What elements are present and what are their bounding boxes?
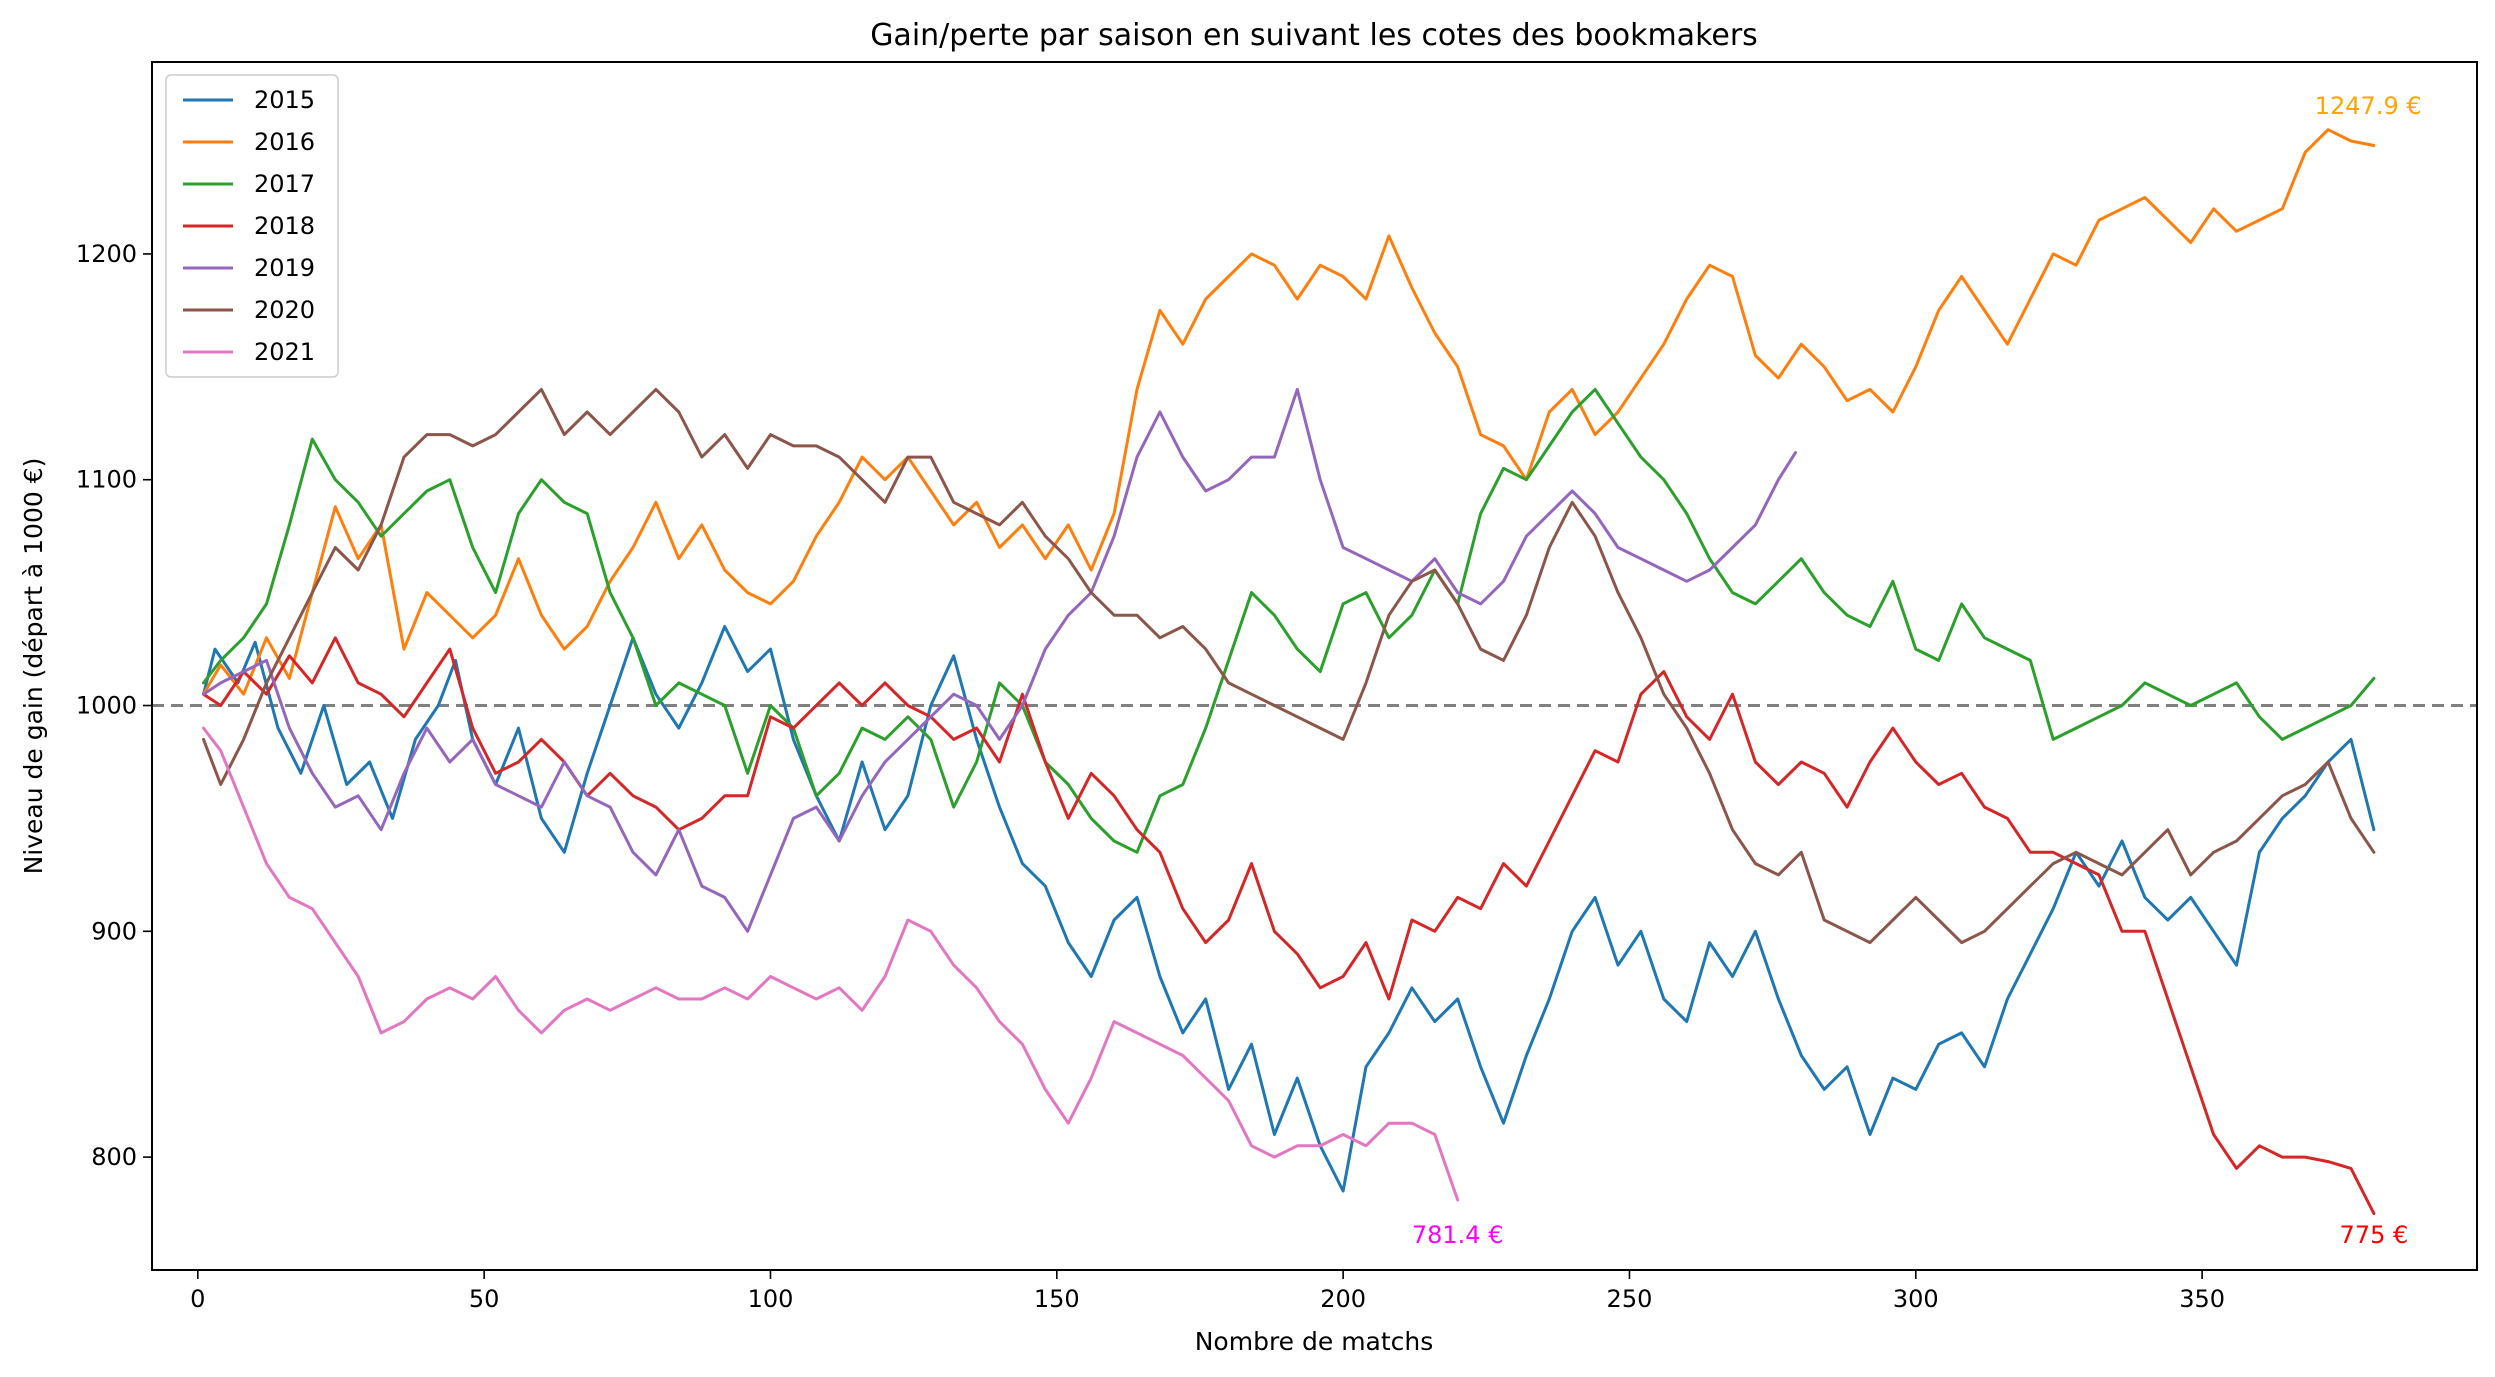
legend-label-2015: 2015: [254, 86, 315, 114]
legend-label-2016: 2016: [254, 128, 315, 156]
y-tick-label: 800: [91, 1143, 137, 1171]
x-tick-label: 0: [190, 1285, 205, 1313]
legend-label-2021: 2021: [254, 338, 315, 366]
x-tick-label: 100: [748, 1285, 794, 1313]
x-tick-label: 350: [2179, 1285, 2225, 1313]
end-value-annotation: 775 €: [2340, 1221, 2409, 1249]
y-axis-label: Niveau de gain (départ à 1000 €): [19, 458, 48, 875]
x-tick-label: 300: [1893, 1285, 1939, 1313]
series-line-2021: [202, 726, 1460, 1202]
series-line-2016: [202, 128, 2376, 696]
series-line-2017: [202, 387, 2376, 854]
chart-title: Gain/perte par saison en suivant les cot…: [870, 18, 1758, 53]
x-tick-label: 50: [469, 1285, 500, 1313]
y-axis: 800 900 1000 1100 1200: [76, 240, 152, 1171]
legend-label-2019: 2019: [254, 254, 315, 282]
series-layer: [202, 128, 2376, 1216]
end-value-annotation: 1247.9 €: [2315, 92, 2422, 120]
y-tick-label: 900: [91, 917, 137, 945]
series-line-2019: [202, 387, 1797, 933]
y-tick-label: 1000: [76, 692, 137, 720]
end-value-annotation: 781.4 €: [1412, 1221, 1504, 1249]
legend-label-2017: 2017: [254, 170, 315, 198]
series-line-2020: [202, 387, 2376, 945]
series-line-2018: [202, 636, 2376, 1216]
annotations: 1247.9 € 781.4 € 775 €: [1412, 92, 2422, 1249]
y-tick-label: 1200: [76, 240, 137, 268]
plot-frame: [151, 61, 2478, 1271]
x-axis: 0 50 100 150 200 250 300 350: [190, 1270, 2225, 1313]
x-tick-label: 250: [1607, 1285, 1653, 1313]
x-axis-label: Nombre de matchs: [1195, 1327, 1434, 1356]
legend-label-2018: 2018: [254, 212, 315, 240]
legend: 2015 2016 2017 2018 2019 2020 2021: [165, 74, 339, 378]
x-tick-label: 200: [1320, 1285, 1366, 1313]
x-tick-label: 150: [1034, 1285, 1080, 1313]
legend-frame: [165, 74, 339, 378]
legend-label-2020: 2020: [254, 296, 315, 324]
y-tick-label: 1100: [76, 466, 137, 494]
series-line-2015: [202, 625, 2376, 1193]
